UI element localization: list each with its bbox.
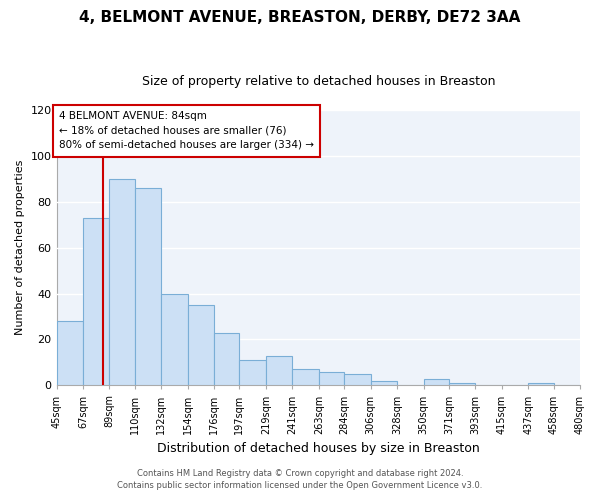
Bar xyxy=(424,378,449,386)
Bar xyxy=(188,305,214,386)
Text: 4, BELMONT AVENUE, BREASTON, DERBY, DE72 3AA: 4, BELMONT AVENUE, BREASTON, DERBY, DE72… xyxy=(79,10,521,25)
Bar xyxy=(449,383,475,386)
Bar xyxy=(266,356,292,386)
Bar xyxy=(371,381,397,386)
Text: 4 BELMONT AVENUE: 84sqm
← 18% of detached houses are smaller (76)
80% of semi-de: 4 BELMONT AVENUE: 84sqm ← 18% of detache… xyxy=(59,111,314,150)
Bar xyxy=(319,372,344,386)
Text: Contains HM Land Registry data © Crown copyright and database right 2024.
Contai: Contains HM Land Registry data © Crown c… xyxy=(118,468,482,490)
Bar xyxy=(344,374,371,386)
Bar xyxy=(292,370,319,386)
Title: Size of property relative to detached houses in Breaston: Size of property relative to detached ho… xyxy=(142,75,495,88)
Bar xyxy=(109,179,135,386)
Bar xyxy=(239,360,266,386)
X-axis label: Distribution of detached houses by size in Breaston: Distribution of detached houses by size … xyxy=(157,442,479,455)
Y-axis label: Number of detached properties: Number of detached properties xyxy=(15,160,25,336)
Bar xyxy=(214,332,239,386)
Bar xyxy=(528,383,554,386)
Bar xyxy=(135,188,161,386)
Bar xyxy=(56,321,83,386)
Bar xyxy=(161,294,188,386)
Bar xyxy=(83,218,109,386)
